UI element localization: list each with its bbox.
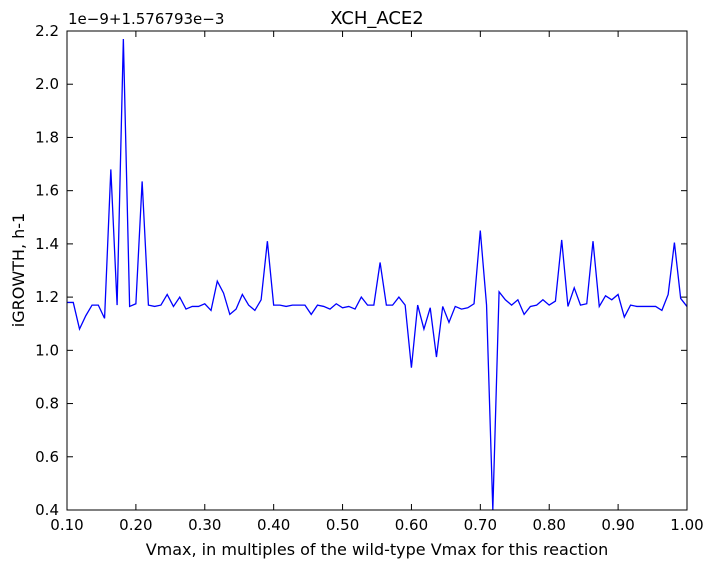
x-tick-label: 0.50	[326, 516, 359, 534]
y-tick-label: 0.8	[35, 395, 59, 413]
y-tick-label: 1.6	[35, 182, 59, 200]
plot-frame	[66, 30, 688, 511]
y-tick-label: 0.6	[35, 448, 59, 466]
y-axis-label: iGROWTH, h-1	[9, 213, 28, 327]
x-tick-label: 0.10	[50, 516, 83, 534]
x-tick-label: 0.20	[119, 516, 152, 534]
x-tick-label: 0.60	[395, 516, 428, 534]
y-tick-label: 0.4	[35, 501, 59, 519]
y-tick-label: 1.4	[35, 235, 59, 253]
y-tick-label: 2.0	[35, 75, 59, 93]
x-tick-label: 0.80	[533, 516, 566, 534]
y-axis-offset-label: 1e−9+1.576793e−3	[68, 10, 224, 28]
x-axis-ticks: 0.10 0.20 0.30 0.40 0.50 0.60 0.70 0.80 0.90 1.00	[50, 31, 704, 534]
y-tick-label: 1.8	[35, 128, 59, 146]
x-tick-label: 0.40	[257, 516, 290, 534]
x-tick-label: 0.70	[464, 516, 497, 534]
x-tick-label: 0.30	[188, 516, 221, 534]
x-axis-label: Vmax, in multiples of the wild-type Vmax…	[146, 540, 609, 559]
chart-title: XCH_ACE2	[330, 8, 424, 29]
y-tick-label: 2.2	[35, 22, 59, 40]
x-tick-label: 0.90	[601, 516, 634, 534]
y-tick-label: 1.0	[35, 341, 59, 359]
series-line	[67, 38, 688, 511]
x-tick-label: 1.00	[670, 516, 703, 534]
y-axis-ticks: 0.4 0.6 0.8 1.0 1.2 1.4 1.6 1.8 2.0 2.2	[35, 22, 687, 519]
y-tick-label: 1.2	[35, 288, 59, 306]
